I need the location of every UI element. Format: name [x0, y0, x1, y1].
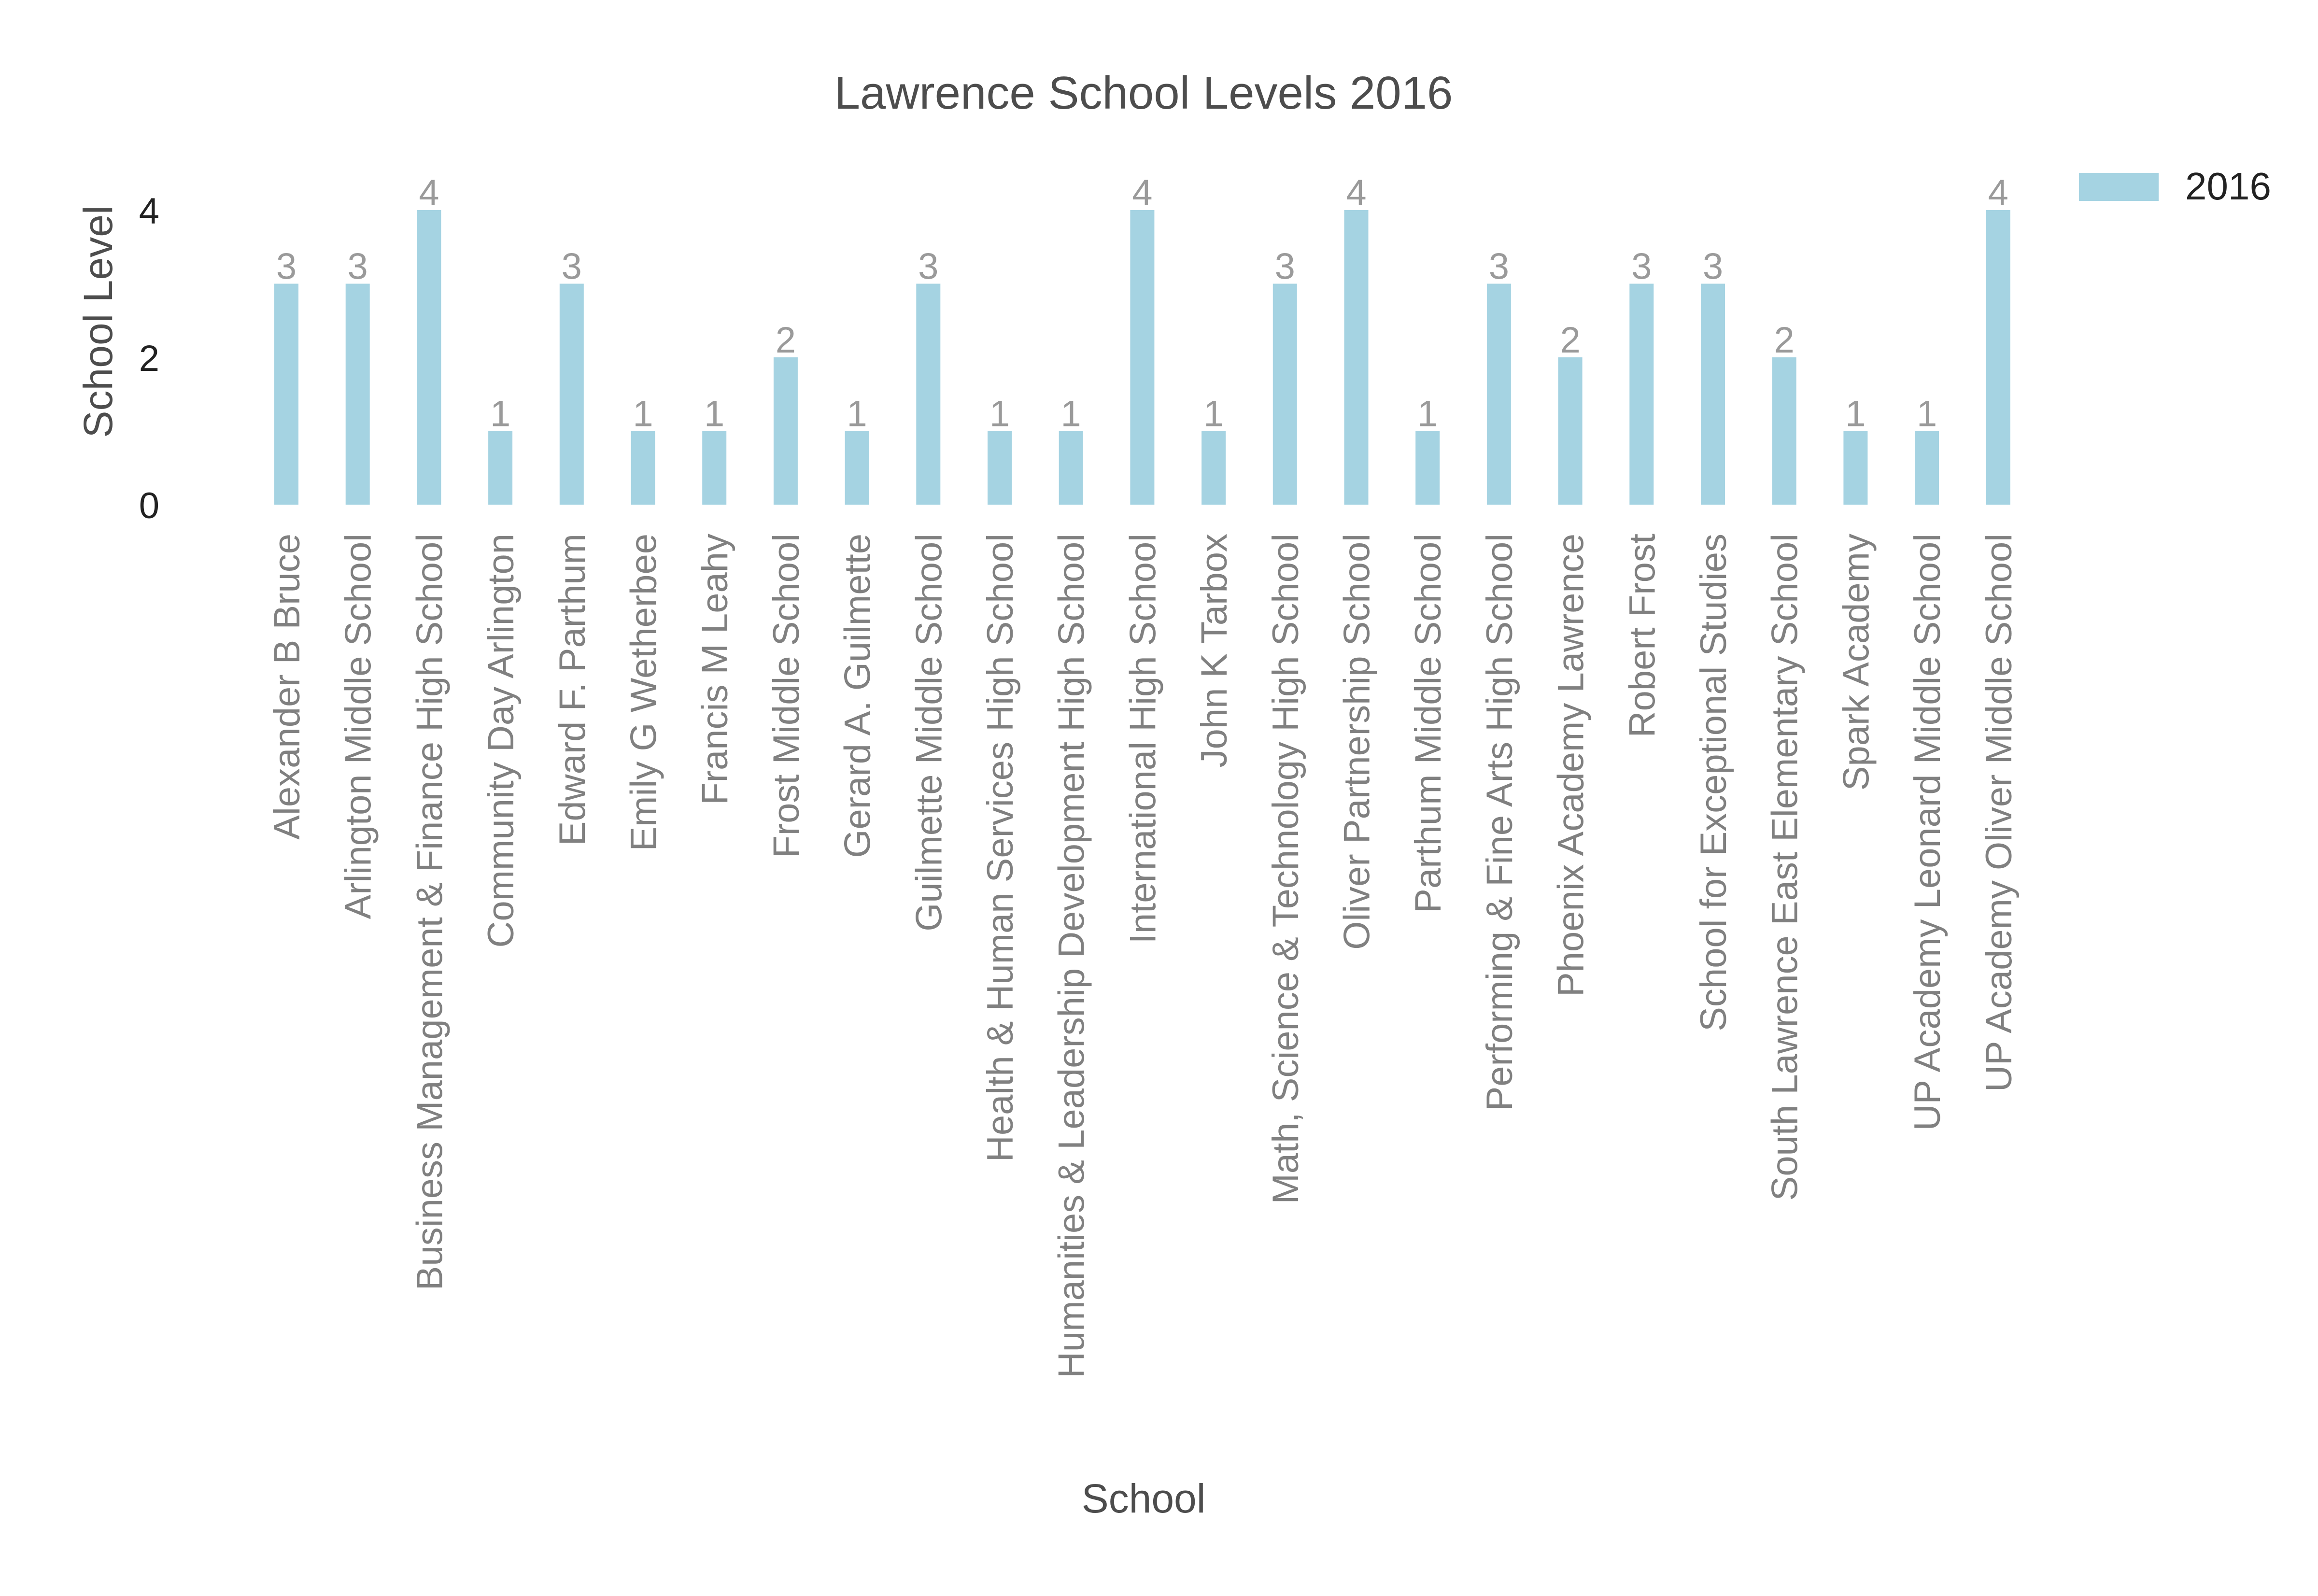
- bar-12: [1059, 431, 1083, 505]
- bar-5: [559, 283, 584, 505]
- data-label-11: 1: [989, 394, 1010, 435]
- bar-11: [988, 431, 1012, 505]
- category-label-14: John K Tarbox: [1194, 534, 1235, 767]
- data-label-12: 1: [1061, 394, 1081, 435]
- data-label-21: 3: [1703, 246, 1723, 287]
- data-label-14: 1: [1203, 394, 1224, 435]
- y-axis-label: School Level: [75, 206, 121, 438]
- y-tick-label-2: 2: [139, 338, 159, 379]
- category-label-12: Humanities & Leadership Development High…: [1051, 534, 1092, 1378]
- bar-20: [1629, 283, 1654, 505]
- data-label-4: 1: [490, 394, 510, 435]
- bar-18: [1486, 283, 1511, 505]
- legend-label-2016: 2016: [2185, 165, 2271, 208]
- data-label-3: 4: [419, 172, 439, 213]
- bar-13: [1130, 210, 1155, 505]
- bar-10: [916, 283, 941, 505]
- x-axis-category-labels: Alexander B Bruce Arlington Middle School…: [267, 534, 2020, 1378]
- category-label-5: Edward F. Parthum: [552, 534, 593, 846]
- bar-14: [1201, 431, 1226, 505]
- bar-23: [1843, 431, 1868, 505]
- legend-swatch-2016: [2079, 173, 2159, 201]
- bar-3: [417, 210, 441, 505]
- data-label-22: 2: [1774, 320, 1795, 361]
- bar-19: [1558, 357, 1583, 505]
- category-label-4: Community Day Arlington: [481, 534, 522, 947]
- data-label-18: 3: [1489, 246, 1509, 287]
- category-label-2: Arlington Middle School: [338, 534, 379, 919]
- bar-22: [1772, 357, 1796, 505]
- data-label-15: 3: [1275, 246, 1295, 287]
- category-label-3: Business Management & Finance High Schoo…: [409, 534, 450, 1290]
- bar-2: [345, 283, 370, 505]
- data-label-9: 1: [847, 394, 867, 435]
- category-label-22: South Lawrence East Elementary School: [1765, 534, 1806, 1201]
- bar-25: [1986, 210, 2010, 505]
- category-label-19: Phoenix Academy Lawrence: [1551, 534, 1592, 997]
- data-label-20: 3: [1631, 246, 1652, 287]
- category-label-6: Emily G Wetherbee: [623, 534, 664, 851]
- legend: 2016: [2079, 165, 2271, 208]
- bar-17: [1415, 431, 1440, 505]
- category-label-21: School for Exceptional Studies: [1693, 534, 1734, 1031]
- data-label-8: 2: [776, 320, 796, 361]
- bar-8: [773, 357, 798, 505]
- bar-21: [1701, 283, 1725, 505]
- bar-16: [1344, 210, 1369, 505]
- category-label-1: Alexander B Bruce: [267, 534, 308, 840]
- data-label-25: 4: [1988, 172, 2008, 213]
- category-label-8: Frost Middle School: [766, 534, 807, 858]
- data-labels: 3 3 4 1 3 1 1 2 1 3 1 1 4 1 3 4 1 3 2 3 3 2 1 1 4: [276, 172, 2008, 435]
- category-label-16: Oliver Partnership School: [1337, 534, 1378, 950]
- bar-24: [1915, 431, 1939, 505]
- category-label-7: Francis M Leahy: [694, 534, 735, 805]
- bar-6: [631, 431, 655, 505]
- category-label-18: Performing & Fine Arts High School: [1479, 534, 1520, 1111]
- data-label-2: 3: [348, 246, 368, 287]
- bar-15: [1272, 283, 1297, 505]
- data-label-7: 1: [704, 394, 724, 435]
- category-label-20: Robert Frost: [1622, 534, 1663, 737]
- chart-title: Lawrence School Levels 2016: [834, 67, 1453, 119]
- category-label-10: Guilmette Middle School: [908, 534, 949, 932]
- data-label-1: 3: [276, 246, 297, 287]
- category-label-17: Parthum Middle School: [1408, 534, 1449, 913]
- data-label-6: 1: [633, 394, 653, 435]
- data-label-13: 4: [1132, 172, 1152, 213]
- x-axis-label: School: [1082, 1476, 1206, 1521]
- data-label-17: 1: [1417, 394, 1438, 435]
- category-label-13: International High School: [1122, 534, 1163, 944]
- bar-7: [702, 431, 727, 505]
- category-label-25: UP Academy Oliver Middle School: [1979, 534, 2020, 1092]
- category-label-15: Math, Science & Technology High School: [1265, 534, 1306, 1204]
- bars: [274, 210, 2010, 505]
- category-label-11: Health & Human Services High School: [980, 534, 1021, 1162]
- data-label-10: 3: [918, 246, 938, 287]
- data-label-24: 1: [1917, 394, 1937, 435]
- y-axis-ticks: 0 2 4: [139, 191, 159, 526]
- data-label-19: 2: [1560, 320, 1580, 361]
- bar-4: [488, 431, 513, 505]
- category-label-24: UP Academy Leonard Middle School: [1907, 534, 1948, 1130]
- y-tick-label-0: 0: [139, 485, 159, 526]
- y-tick-label-4: 4: [139, 191, 159, 232]
- category-label-9: Gerard A. Guilmette: [837, 534, 878, 858]
- bar-9: [845, 431, 869, 505]
- category-label-23: Spark Academy: [1836, 534, 1877, 791]
- data-label-23: 1: [1845, 394, 1866, 435]
- bar-1: [274, 283, 298, 505]
- data-label-5: 3: [562, 246, 582, 287]
- data-label-16: 4: [1346, 172, 1366, 213]
